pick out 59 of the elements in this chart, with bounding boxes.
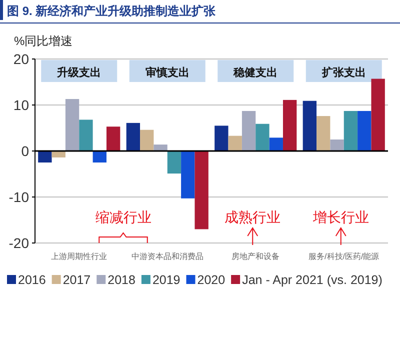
bar [79,120,93,151]
bar [92,151,106,162]
y-tick-label: 0 [21,143,30,159]
annotation: 扩张支出 [320,66,366,79]
note: 增长行业 [312,209,369,246]
bar [302,100,317,151]
legend-label: 2019 [152,273,180,287]
legend-item: 2018 [96,273,136,287]
bar [371,78,385,151]
bar [269,138,283,151]
x-tick-label: 中游资本品和消费品 [131,252,204,261]
box-label: 扩张支出 [306,60,382,82]
box-label: 稳健支出 [218,60,294,82]
bar [154,144,168,151]
bar [256,124,270,151]
chart-title: 图 9. 新经济和产业升级助推制造业扩张 [7,4,217,18]
y-tick-label: -10 [8,189,30,205]
legend-label: 2017 [62,273,91,287]
annotation: 审慎支出 [145,66,190,79]
note: 缩减行业 [95,209,152,244]
bar [242,110,256,151]
bar [282,100,297,151]
y-axis-title: %同比增速 [14,34,73,48]
y-tick-label: -20 [8,235,30,251]
bar [358,110,372,151]
x-tick-label: 服务/科技/医药/能源 [308,252,380,261]
bar [228,136,242,151]
legend-label: 2020 [197,273,226,287]
x-tick-label: 房地产和设备 [232,252,280,261]
bar [344,110,358,151]
bar [106,126,120,151]
annotation: 稳健支出 [232,66,278,79]
legend-item: Jan - Apr 2021 (vs. 2019) [231,273,382,287]
legend-label: 2016 [18,273,46,287]
bar [167,151,182,174]
bar [126,122,140,151]
legend-label: 2018 [108,273,136,287]
annotation: 升级支出 [56,66,102,79]
bar [181,151,195,198]
bar [194,151,208,230]
note: 成熟行业 [224,209,281,246]
legend-item: 2016 [7,273,46,287]
bar [330,140,344,151]
y-tick-label: 10 [13,97,30,113]
x-tick-label: 上游周期性行业 [51,252,108,261]
legend-item: 2020 [186,273,226,287]
bar [38,151,52,162]
bar [316,116,330,151]
box-label: 审慎支出 [129,60,206,82]
annotation: 缩减行业 [95,209,152,225]
bar [214,126,228,151]
bar [140,130,154,151]
bar [65,99,80,151]
box-label: 升级支出 [41,60,118,82]
annotation: 成熟行业 [224,209,281,225]
legend-item: 2017 [52,273,91,287]
legend-item: 2019 [141,273,180,287]
y-tick-label: 20 [13,51,30,67]
annotation: 增长行业 [312,209,369,225]
